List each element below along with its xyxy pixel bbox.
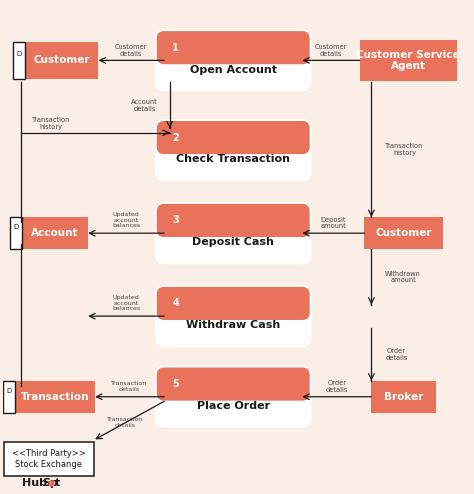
Text: Updated
account
balances: Updated account balances: [112, 212, 140, 228]
Text: Customer: Customer: [34, 55, 90, 65]
FancyBboxPatch shape: [155, 119, 311, 181]
Text: Order
details: Order details: [385, 348, 408, 361]
Text: Deposit
amount: Deposit amount: [320, 217, 346, 229]
Bar: [13, 42, 25, 79]
Text: Transaction
details: Transaction details: [107, 417, 143, 428]
Text: 2: 2: [173, 132, 179, 143]
Bar: [371, 381, 436, 413]
Text: Transaction
details: Transaction details: [111, 381, 148, 392]
Bar: [15, 381, 95, 413]
Text: Sp: Sp: [42, 478, 58, 488]
Text: <<Third Party>>
Stock Exchange: <<Third Party>> Stock Exchange: [12, 449, 86, 469]
Text: Order
details: Order details: [326, 380, 348, 393]
Bar: [25, 42, 99, 79]
Text: 3: 3: [173, 215, 179, 225]
Bar: [4, 442, 94, 476]
Text: 4: 4: [173, 298, 179, 308]
Bar: [164, 383, 302, 393]
FancyBboxPatch shape: [157, 204, 310, 237]
Bar: [164, 219, 302, 230]
Text: Place Order: Place Order: [197, 401, 270, 411]
Bar: [10, 217, 22, 249]
Bar: [164, 302, 302, 313]
Text: Account: Account: [31, 228, 79, 238]
Bar: [360, 40, 456, 81]
Text: Deposit Cash: Deposit Cash: [192, 238, 274, 247]
Text: Transaction
history: Transaction history: [32, 117, 71, 130]
FancyBboxPatch shape: [157, 287, 310, 320]
Bar: [22, 217, 88, 249]
FancyBboxPatch shape: [157, 121, 310, 154]
Text: Hub: Hub: [22, 478, 47, 488]
FancyBboxPatch shape: [157, 31, 310, 64]
Text: t: t: [55, 478, 60, 488]
Text: Customer
details: Customer details: [115, 44, 147, 57]
Text: Transaction: Transaction: [21, 392, 89, 402]
Text: Customer
details: Customer details: [315, 44, 347, 57]
FancyBboxPatch shape: [155, 202, 311, 264]
Text: Broker: Broker: [384, 392, 423, 402]
FancyBboxPatch shape: [155, 285, 311, 347]
Text: Transaction
history: Transaction history: [385, 143, 424, 156]
Text: D: D: [13, 224, 18, 230]
Text: Check Transaction: Check Transaction: [176, 155, 290, 165]
Text: Customer Service
Agent: Customer Service Agent: [356, 49, 460, 71]
Text: Withdraw Cash: Withdraw Cash: [186, 320, 280, 330]
Bar: [3, 381, 15, 413]
FancyBboxPatch shape: [157, 368, 310, 401]
Text: D: D: [17, 51, 22, 57]
Text: Withdrawn
amount: Withdrawn amount: [385, 271, 421, 284]
Text: D: D: [6, 388, 11, 394]
Text: Open Account: Open Account: [190, 65, 277, 75]
Text: 1: 1: [173, 42, 179, 53]
FancyBboxPatch shape: [155, 366, 311, 428]
Bar: [365, 217, 443, 249]
FancyBboxPatch shape: [155, 29, 311, 91]
Text: 5: 5: [173, 379, 179, 389]
Text: Account
details: Account details: [131, 99, 158, 112]
Text: Updated
account
balances: Updated account balances: [112, 295, 140, 311]
Bar: [164, 47, 302, 57]
Text: Customer: Customer: [375, 228, 432, 238]
Bar: [164, 137, 302, 147]
